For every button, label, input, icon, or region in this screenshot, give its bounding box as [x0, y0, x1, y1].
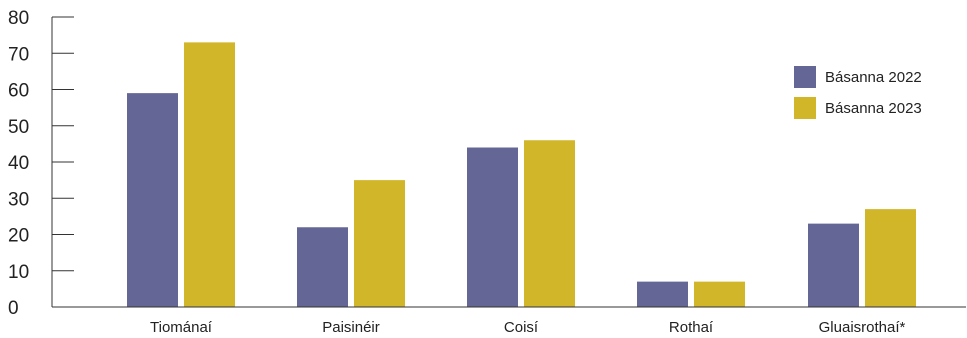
bar-2023-1: [354, 180, 405, 307]
y-tick-label: 0: [8, 298, 19, 319]
y-tick-label: 60: [8, 81, 29, 102]
y-axis: 0 10 20 30 40 50 60 70 80: [8, 8, 74, 319]
bar-2022-4: [808, 223, 859, 307]
legend-label-0: Básanna 2022: [825, 69, 922, 86]
x-category-label: Gluaisrothaí*: [819, 319, 906, 336]
bar-2022-2: [467, 147, 518, 307]
bar-2023-2: [524, 140, 575, 307]
bar-2023-4: [865, 209, 916, 307]
legend: Básanna 2022 Básanna 2023: [794, 66, 922, 119]
y-tick-label: 20: [8, 226, 29, 247]
bar-2023-3: [694, 281, 745, 307]
bar-2022-0: [127, 93, 178, 307]
bars: [127, 42, 916, 307]
x-category-label: Tiománaí: [150, 319, 213, 336]
y-tick-label: 30: [8, 189, 29, 210]
x-axis: Tiománaí Paisinéir Coisí Rothaí Gluaisrothaí…: [52, 306, 966, 336]
y-tick-label: 10: [8, 262, 29, 283]
y-tick-label: 50: [8, 117, 29, 138]
bar-2023-0: [184, 42, 235, 307]
bar-2022-1: [297, 227, 348, 307]
x-category-label: Paisinéir: [322, 319, 380, 336]
legend-label-1: Básanna 2023: [825, 100, 922, 117]
y-tick-label: 80: [8, 8, 29, 29]
y-tick-label: 70: [8, 44, 29, 65]
y-tick-label: 40: [8, 153, 29, 174]
legend-swatch-1: [794, 97, 816, 119]
bar-2022-3: [637, 281, 688, 307]
legend-swatch-0: [794, 66, 816, 88]
x-category-label: Coisí: [504, 319, 539, 336]
x-category-label: Rothaí: [669, 319, 714, 336]
